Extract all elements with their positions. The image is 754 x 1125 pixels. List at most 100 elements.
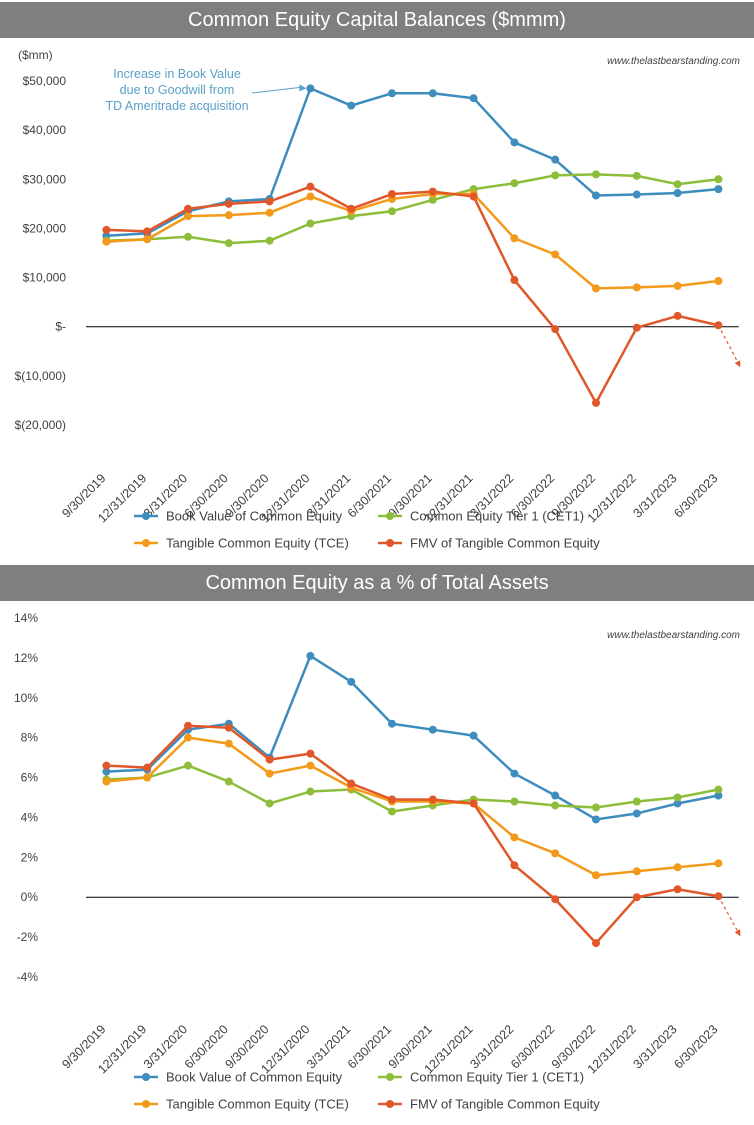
data-point-book-value-of-common-equity <box>428 89 437 98</box>
legend-label: Book Value of Common Equity <box>166 1070 343 1085</box>
data-point-common-equity-tier-1-cet1 <box>388 807 396 816</box>
annotation-arrow-head <box>299 84 307 92</box>
data-point-tangible-common-equity-tce <box>143 235 152 244</box>
data-point-fmv-of-tangible-common-equity <box>428 187 437 196</box>
data-point-fmv-of-tangible-common-equity <box>469 799 478 808</box>
data-point-fmv-of-tangible-common-equity <box>102 225 111 234</box>
series-line-common-equity-tier-1-cet1 <box>106 173 719 245</box>
data-point-tangible-common-equity-tce <box>714 859 723 868</box>
data-point-tangible-common-equity-tce <box>510 833 519 842</box>
legend-label: Common Equity Tier 1 (CET1) <box>410 509 584 524</box>
y-tick-label: $- <box>55 320 66 334</box>
data-point-common-equity-tier-1-cet1 <box>510 179 519 188</box>
data-point-tangible-common-equity-tce <box>102 237 111 246</box>
data-point-book-value-of-common-equity <box>714 791 723 800</box>
data-point-tangible-common-equity-tce <box>632 283 641 292</box>
data-point-common-equity-tier-1-cet1 <box>265 236 274 245</box>
trend-arrow-head <box>734 360 741 368</box>
watermark: www.thelastbearstanding.com <box>607 630 740 641</box>
data-point-book-value-of-common-equity <box>306 651 315 660</box>
data-point-fmv-of-tangible-common-equity <box>143 763 152 772</box>
data-point-book-value-of-common-equity <box>469 731 478 740</box>
legend-swatch-marker <box>142 1073 150 1081</box>
trend-arrow-head <box>734 929 741 937</box>
legend-label: Common Equity Tier 1 (CET1) <box>410 1070 584 1085</box>
data-point-common-equity-tier-1-cet1 <box>265 799 274 808</box>
y-tick-label: 8% <box>21 731 39 745</box>
data-point-fmv-of-tangible-common-equity <box>388 190 396 199</box>
data-point-fmv-of-tangible-common-equity <box>592 398 600 407</box>
x-tick-label: 6/30/2022 <box>508 1022 557 1071</box>
y-tick-label: 6% <box>21 771 39 785</box>
data-point-common-equity-tier-1-cet1 <box>551 171 560 180</box>
data-point-book-value-of-common-equity <box>632 190 641 199</box>
x-tick-label: 6/30/2021 <box>345 1022 394 1071</box>
y-tick-label: 2% <box>21 850 39 864</box>
data-point-common-equity-tier-1-cet1 <box>714 175 723 184</box>
data-point-book-value-of-common-equity <box>469 94 478 103</box>
x-tick-label: 3/31/2020 <box>141 1022 190 1071</box>
data-point-tangible-common-equity-tce <box>224 211 233 220</box>
data-point-tangible-common-equity-tce <box>632 867 641 876</box>
data-point-tangible-common-equity-tce <box>184 733 192 742</box>
chart-panel-capital-balances: Common Equity Capital Balances ($mmm) ww… <box>0 0 754 560</box>
y-tick-label: $20,000 <box>23 221 67 235</box>
data-point-book-value-of-common-equity <box>551 155 560 164</box>
data-point-book-value-of-common-equity <box>347 677 356 686</box>
data-point-fmv-of-tangible-common-equity <box>551 895 560 904</box>
series-line-tangible-common-equity-tce <box>106 736 719 877</box>
legend-item-tangible-common-equity-tce: Tangible Common Equity (TCE) <box>134 536 349 551</box>
chart-title: Common Equity as a % of Total Assets <box>0 565 754 601</box>
data-point-fmv-of-tangible-common-equity <box>510 861 519 870</box>
data-point-common-equity-tier-1-cet1 <box>592 170 600 179</box>
x-tick-label: 6/30/2023 <box>671 471 720 520</box>
data-point-fmv-of-tangible-common-equity <box>184 721 192 730</box>
data-point-fmv-of-tangible-common-equity <box>469 192 478 201</box>
data-point-book-value-of-common-equity <box>102 767 111 776</box>
y-tick-label: 14% <box>14 611 38 625</box>
data-point-fmv-of-tangible-common-equity <box>510 276 519 285</box>
data-point-fmv-of-tangible-common-equity <box>673 311 682 320</box>
data-point-common-equity-tier-1-cet1 <box>714 785 723 794</box>
data-point-tangible-common-equity-tce <box>510 234 519 243</box>
data-point-tangible-common-equity-tce <box>714 277 723 286</box>
y-tick-label: 4% <box>21 810 39 824</box>
legend-swatch-marker <box>142 1100 150 1108</box>
y-unit-label: ($mm) <box>18 48 53 62</box>
y-tick-label: -4% <box>17 970 39 984</box>
data-point-common-equity-tier-1-cet1 <box>388 207 396 216</box>
data-point-common-equity-tier-1-cet1 <box>673 793 682 802</box>
watermark: www.thelastbearstanding.com <box>607 56 740 67</box>
x-tick-label: 3/31/2022 <box>467 1022 516 1071</box>
annotation-text: Increase in Book Value <box>113 67 241 81</box>
trend-arrow-line <box>717 324 741 368</box>
data-point-tangible-common-equity-tce <box>551 849 560 858</box>
data-point-fmv-of-tangible-common-equity <box>551 325 560 334</box>
data-point-tangible-common-equity-tce <box>673 863 682 872</box>
legend-item-tangible-common-equity-tce: Tangible Common Equity (TCE) <box>134 1097 349 1112</box>
series-line-book-value-of-common-equity <box>106 654 719 821</box>
x-tick-label: 3/31/2023 <box>631 471 680 520</box>
data-point-fmv-of-tangible-common-equity <box>673 885 682 894</box>
capital-balances-chart: www.thelastbearstanding.com ($mm) $(20,000… <box>15 48 741 551</box>
data-point-tangible-common-equity-tce <box>592 871 600 880</box>
data-point-common-equity-tier-1-cet1 <box>224 239 233 248</box>
legend-item-book-value-of-common-equity: Book Value of Common Equity <box>134 509 343 524</box>
data-point-fmv-of-tangible-common-equity <box>265 755 274 764</box>
legend-item-common-equity-tier-1-cet1: Common Equity Tier 1 (CET1) <box>378 509 584 524</box>
data-point-common-equity-tier-1-cet1 <box>551 801 560 810</box>
x-tick-label: 6/30/2021 <box>345 471 394 520</box>
x-tick-label: 3/31/2021 <box>304 1022 353 1071</box>
data-point-book-value-of-common-equity <box>428 725 437 734</box>
data-point-common-equity-tier-1-cet1 <box>673 180 682 189</box>
annotation-text: TD Ameritrade acquisition <box>105 99 248 113</box>
legend-swatch-marker <box>386 539 394 547</box>
data-point-book-value-of-common-equity <box>551 791 560 800</box>
legend-item-fmv-of-tangible-common-equity: FMV of Tangible Common Equity <box>378 1097 600 1112</box>
data-point-common-equity-tier-1-cet1 <box>632 171 641 180</box>
legend-swatch-marker <box>386 1073 394 1081</box>
annotation-text: due to Goodwill from <box>120 83 235 97</box>
data-point-common-equity-tier-1-cet1 <box>592 803 600 812</box>
data-point-fmv-of-tangible-common-equity <box>102 761 111 770</box>
y-tick-label: $50,000 <box>23 74 67 88</box>
